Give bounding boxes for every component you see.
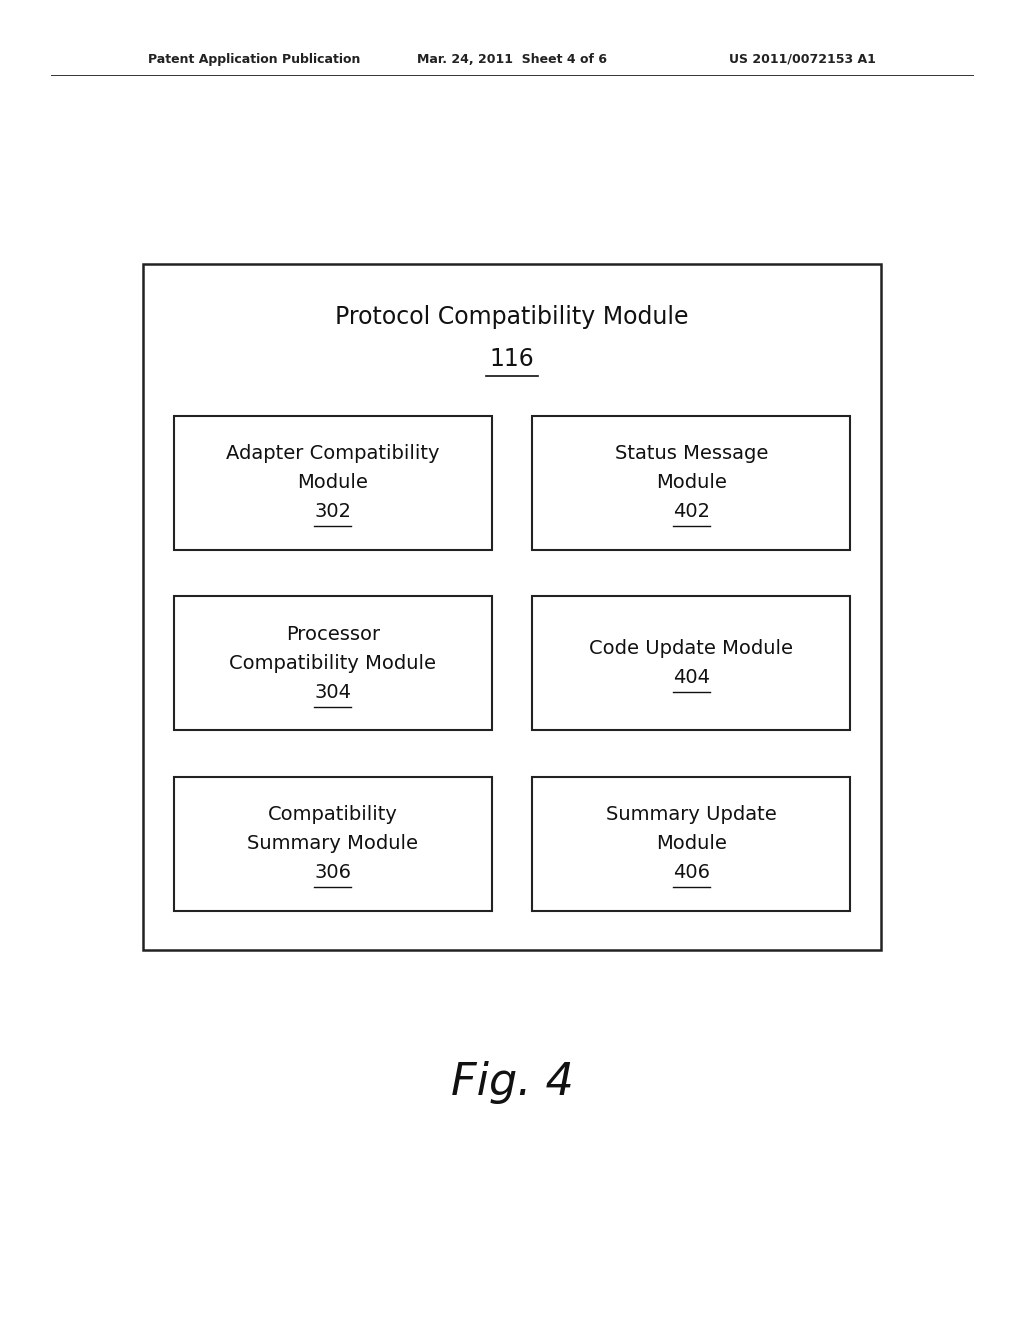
- Text: 406: 406: [673, 863, 710, 882]
- Bar: [174, 597, 492, 730]
- Text: Module: Module: [655, 834, 727, 853]
- Bar: [532, 597, 850, 730]
- Text: 404: 404: [673, 668, 710, 688]
- Text: Module: Module: [297, 474, 369, 492]
- Text: Mar. 24, 2011  Sheet 4 of 6: Mar. 24, 2011 Sheet 4 of 6: [417, 53, 607, 66]
- Text: Protocol Compatibility Module: Protocol Compatibility Module: [335, 305, 689, 329]
- Text: 402: 402: [673, 503, 710, 521]
- Bar: [174, 416, 492, 550]
- Text: Code Update Module: Code Update Module: [589, 639, 794, 659]
- Text: Summary Update: Summary Update: [606, 805, 776, 824]
- Bar: [532, 416, 850, 550]
- Text: Compatibility: Compatibility: [268, 805, 397, 824]
- Text: 302: 302: [314, 503, 351, 521]
- Text: Fig. 4: Fig. 4: [451, 1061, 573, 1104]
- Text: 304: 304: [314, 682, 351, 702]
- Text: 306: 306: [314, 863, 351, 882]
- Text: Module: Module: [655, 474, 727, 492]
- Bar: [174, 776, 492, 911]
- Bar: [143, 264, 881, 950]
- Text: Patent Application Publication: Patent Application Publication: [148, 53, 360, 66]
- Text: Processor: Processor: [286, 624, 380, 644]
- Text: Adapter Compatibility: Adapter Compatibility: [226, 445, 439, 463]
- Text: Status Message: Status Message: [614, 445, 768, 463]
- Text: 116: 116: [489, 347, 535, 371]
- Text: Compatibility Module: Compatibility Module: [229, 653, 436, 673]
- Bar: [532, 776, 850, 911]
- Text: Summary Module: Summary Module: [248, 834, 418, 853]
- Text: US 2011/0072153 A1: US 2011/0072153 A1: [729, 53, 876, 66]
